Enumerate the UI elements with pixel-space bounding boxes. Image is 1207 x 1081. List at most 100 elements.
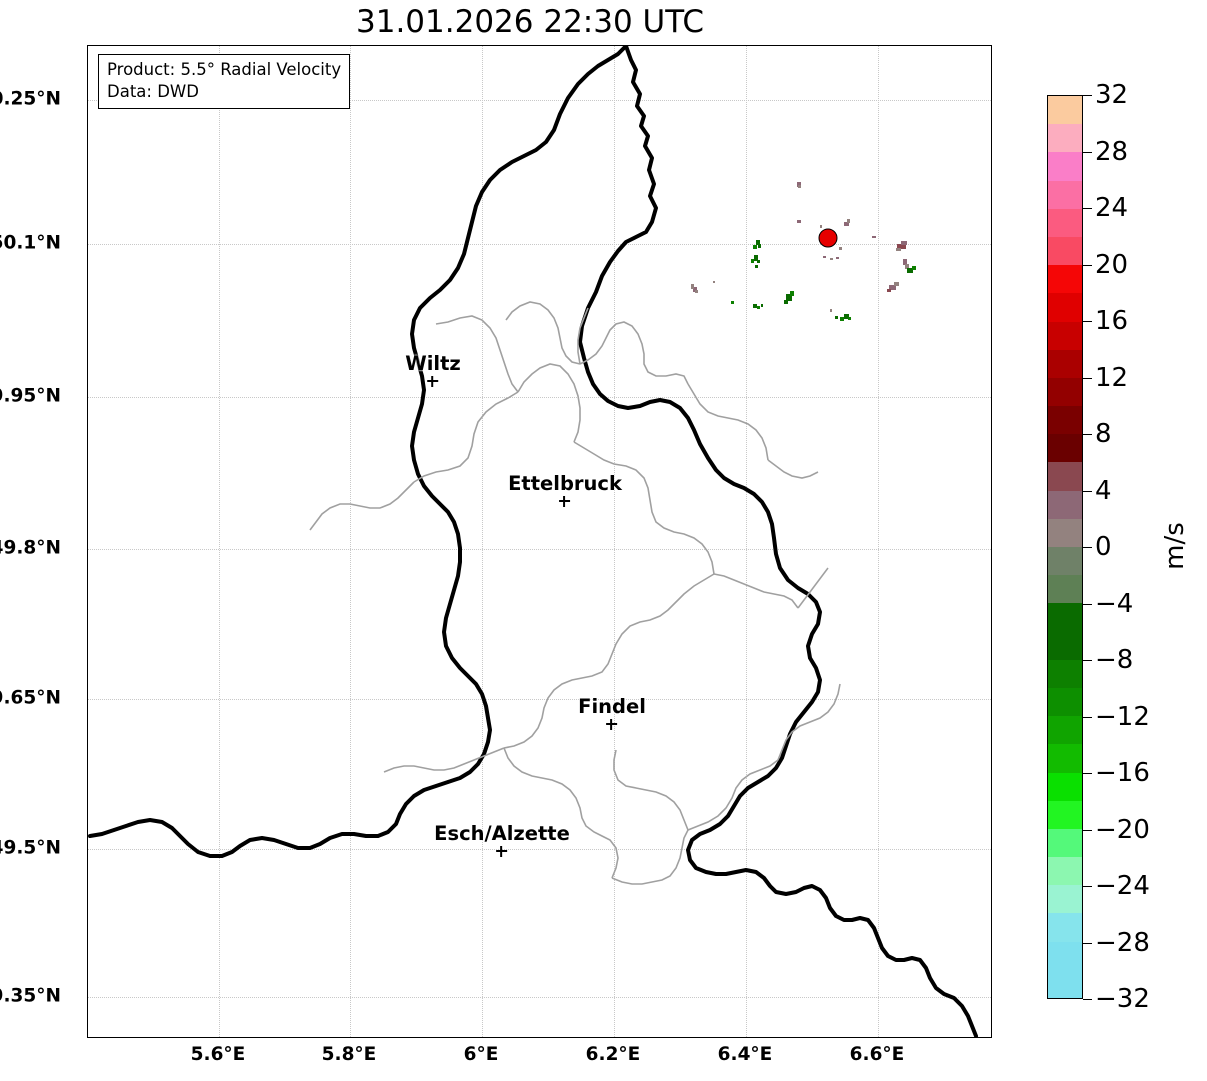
radar-echo-pixel <box>786 294 792 301</box>
x-axis-tick-label: 5.8°E <box>321 1044 377 1065</box>
colorbar-band <box>1048 96 1082 125</box>
radar-echo-pixel <box>758 244 761 248</box>
radar-echo-pixel <box>901 241 907 245</box>
colorbar-band <box>1048 180 1082 209</box>
radar-echo-pixel <box>912 266 916 270</box>
colorbar-band <box>1048 490 1082 519</box>
radar-echo-pixel <box>897 244 906 249</box>
radar-echo-pixel <box>820 225 822 228</box>
radar-echo-pixel <box>847 219 850 223</box>
colorbar-band <box>1048 969 1082 998</box>
colorbar-tick <box>1083 942 1092 944</box>
radar-echo-pixel <box>836 257 839 259</box>
radar-echo-pixel <box>903 259 907 265</box>
x-axis-tick-label: 6.6°E <box>849 1044 905 1065</box>
page-title: 31.01.2026 22:30 UTC <box>356 4 704 40</box>
radar-echo-pixel <box>756 240 760 245</box>
colorbar-band <box>1048 744 1082 773</box>
radar-echo-pixel <box>757 260 760 263</box>
gridline-horizontal <box>88 244 991 245</box>
radar-echo-pixel <box>894 282 899 286</box>
colorbar-band <box>1048 603 1082 632</box>
radar-echo-pixel <box>907 268 913 273</box>
radar-echo-pixel <box>823 256 826 258</box>
colorbar-tick <box>1083 773 1092 774</box>
colorbar-tick-label: −24 <box>1095 871 1150 901</box>
colorbar-band <box>1048 518 1082 547</box>
colorbar-tick-label: −4 <box>1095 588 1134 619</box>
gridline-horizontal <box>88 397 991 398</box>
x-axis-tick-label: 5.6°E <box>190 1044 246 1065</box>
colorbar-tick-label: −20 <box>1095 814 1150 845</box>
radar-echo-pixel <box>731 301 734 304</box>
radar-echo-pixel <box>840 317 844 321</box>
x-axis-tick-label: 6.4°E <box>717 1044 773 1065</box>
radar-echo-pixel <box>784 300 788 304</box>
y-axis-tick-label: 49.65°N <box>0 687 61 709</box>
radar-echo-pixel <box>753 304 757 308</box>
colorbar <box>1047 95 1083 999</box>
radar-echo-pixel <box>695 290 698 293</box>
gridline-vertical <box>219 46 220 1037</box>
colorbar-band <box>1048 857 1082 886</box>
y-axis-tick-label: 49.95°N <box>0 385 61 407</box>
x-axis-tick-label: 6.2°E <box>585 1044 641 1065</box>
info-box: Product: 5.5° Radial Velocity Data: DWD <box>98 54 351 109</box>
colorbar-tick <box>1083 434 1092 435</box>
gridline-horizontal <box>88 699 991 700</box>
radar-site-marker[interactable] <box>818 228 838 248</box>
radar-echo-pixel <box>844 314 849 319</box>
radar-echo-pixel <box>896 248 901 251</box>
colorbar-tick-label: 32 <box>1095 80 1129 110</box>
colorbar-band <box>1048 828 1082 858</box>
radar-echo-pixel <box>755 265 758 268</box>
radar-echo-pixel <box>754 255 758 261</box>
colorbar-tick <box>1083 660 1092 661</box>
radar-echo-pixel <box>790 291 794 296</box>
radar-echo-pixel <box>798 185 801 188</box>
colorbar-tick <box>1083 151 1092 153</box>
colorbar-band <box>1048 575 1082 604</box>
colorbar-band <box>1048 462 1082 491</box>
colorbar-tick-label: 12 <box>1095 362 1129 393</box>
colorbar-tick-label: 20 <box>1095 249 1129 280</box>
colorbar-band <box>1048 293 1082 322</box>
colorbar-tick <box>1083 999 1092 1000</box>
colorbar-tick-label: −16 <box>1095 758 1150 788</box>
gridline-horizontal <box>88 997 991 998</box>
radar-echo-pixel <box>839 247 842 250</box>
y-axis-tick-label: 49.35°N <box>0 985 61 1007</box>
gridline-vertical <box>350 46 351 1037</box>
colorbar-tick <box>1083 547 1092 548</box>
colorbar-band <box>1048 631 1082 660</box>
map-plot-area[interactable]: Wiltz Ettelbruck Findel Esch/Alzette Produc… <box>87 45 992 1038</box>
gridline-horizontal <box>88 100 991 101</box>
gridline-vertical <box>614 46 615 1037</box>
radar-echo-pixel <box>751 259 754 263</box>
colorbar-band <box>1048 208 1082 237</box>
radar-echo-pixel <box>753 245 757 249</box>
map-borders <box>88 46 978 1037</box>
colorbar-band <box>1048 321 1082 350</box>
colorbar-band <box>1048 236 1082 266</box>
colorbar-tick <box>1083 264 1092 266</box>
colorbar-tick-label: 8 <box>1095 419 1112 449</box>
colorbar-band <box>1048 687 1082 717</box>
y-axis-tick-label: 49.8°N <box>0 537 61 559</box>
info-data-line: Data: DWD <box>107 81 199 101</box>
colorbar-tick <box>1083 603 1092 605</box>
colorbar-tick <box>1083 95 1092 96</box>
colorbar-band <box>1048 434 1082 463</box>
radar-echo-pixel <box>691 284 694 289</box>
colorbar-band <box>1048 349 1082 378</box>
colorbar-tick <box>1083 886 1092 887</box>
colorbar-tick <box>1083 208 1092 209</box>
y-axis-tick-label: 49.5°N <box>0 837 61 859</box>
colorbar-band <box>1048 152 1082 181</box>
colorbar-tick-label: 4 <box>1095 475 1112 506</box>
colorbar-gradient <box>1048 96 1082 998</box>
colorbar-band <box>1048 716 1082 745</box>
colorbar-tick <box>1083 321 1092 322</box>
colorbar-unit-label: m/s <box>1160 522 1190 570</box>
colorbar-band <box>1048 659 1082 688</box>
